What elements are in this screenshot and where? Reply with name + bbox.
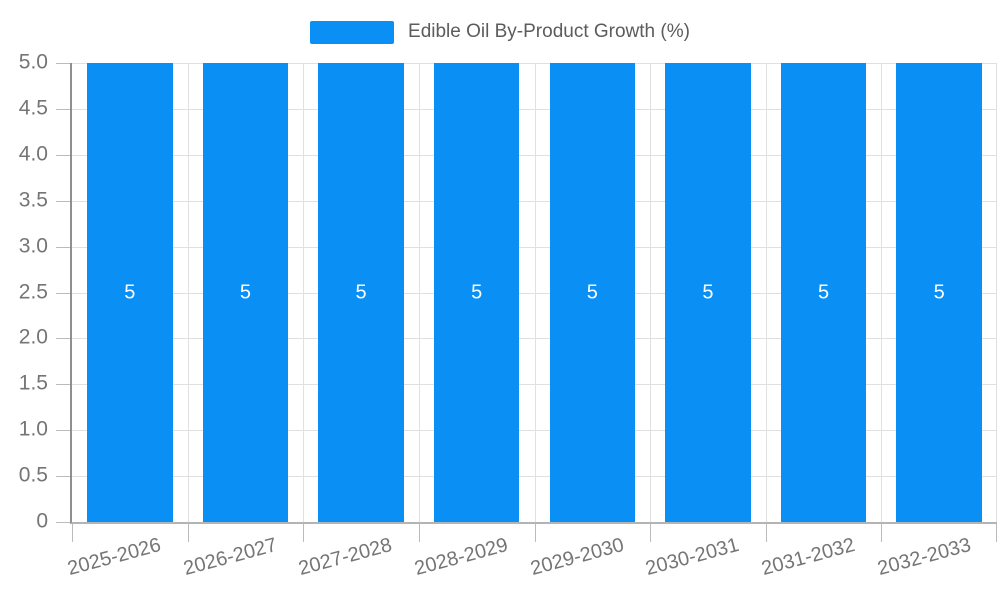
v-gridline	[534, 63, 536, 522]
y-axis-tick-label: 4.5	[18, 96, 48, 120]
x-axis-tick	[650, 524, 652, 542]
x-axis-tick-label: 2027-2028	[296, 534, 395, 581]
y-axis-tick-label: 0.5	[18, 463, 48, 487]
legend-label: Edible Oil By-Product Growth (%)	[408, 21, 690, 42]
y-axis-tick-label: 0	[36, 509, 48, 533]
y-axis-tick	[56, 108, 70, 110]
bar-value-label: 5	[702, 281, 714, 303]
bar-value-label: 5	[355, 281, 367, 303]
v-gridline	[303, 63, 305, 522]
bar: 5	[318, 63, 404, 522]
x-axis-tick	[996, 524, 997, 542]
y-axis-tick-label: 3.0	[18, 234, 48, 258]
y-axis-tick	[56, 476, 70, 478]
bar: 5	[433, 63, 520, 522]
y-axis-tick	[56, 338, 70, 340]
bar-value-label: 5	[239, 281, 251, 303]
x-axis-tick-label: 2031-2032	[759, 534, 858, 581]
bar: 5	[780, 63, 867, 522]
v-gridline	[418, 63, 420, 522]
y-axis-tick-label: 5.0	[18, 50, 48, 74]
plot-area: 5 5 5 5 5 5 5 5	[56, 63, 997, 542]
bar: 5	[87, 63, 173, 522]
y-axis-tick	[56, 522, 70, 523]
x-axis-tick	[72, 524, 73, 542]
v-gridline	[187, 63, 189, 522]
chart-legend[interactable]: Edible Oil By-Product Growth (%)	[0, 18, 1000, 46]
bar: 5	[549, 63, 636, 522]
x-axis-tick	[534, 524, 536, 542]
x-axis-tick-label: 2028-2029	[412, 534, 511, 581]
y-axis-tick	[56, 292, 70, 294]
x-axis-tick	[418, 524, 420, 542]
bar: 5	[896, 63, 982, 522]
x-axis-tick-label: 2030-2031	[643, 534, 742, 581]
y-axis-tick-label: 2.0	[18, 325, 48, 349]
y-axis-labels: 0 0.5 1.0 1.5 2.0 2.5 3.0 3.5 4.0 4.5 5.0	[0, 51, 48, 533]
y-axis-tick-label: 1.0	[18, 417, 48, 441]
x-axis-tick-label: 2026-2027	[181, 534, 280, 581]
y-axis-tick	[56, 430, 70, 432]
x-axis-tick	[187, 524, 189, 542]
bar-value-label: 5	[586, 281, 598, 303]
bar-value-label: 5	[124, 281, 136, 303]
y-axis-tick	[56, 200, 70, 202]
x-axis-tick-label: 2025-2026	[65, 534, 164, 581]
bar: 5	[202, 63, 289, 522]
v-gridline	[881, 63, 883, 522]
x-axis-labels: 2025-2026 2026-2027 2027-2028 2028-2029 2029…	[65, 524, 995, 598]
y-axis-tick	[56, 154, 70, 156]
bar-value-label: 5	[818, 281, 830, 303]
y-axis-tick	[56, 63, 70, 64]
y-axis-tick-label: 3.5	[18, 188, 48, 212]
bar: 5	[665, 63, 751, 522]
legend-swatch	[310, 20, 395, 44]
y-axis-tick	[56, 246, 70, 248]
y-axis-tick	[56, 384, 70, 386]
bar-value-label: 5	[471, 281, 483, 303]
y-axis-tick-label: 1.5	[18, 371, 48, 395]
x-axis-tick-label: 2032-2033	[874, 534, 973, 581]
x-axis-tick	[765, 524, 767, 542]
y-axis-tick-label: 2.5	[18, 280, 48, 304]
v-gridline	[650, 63, 652, 522]
y-axis-tick-label: 4.0	[18, 142, 48, 166]
x-axis-tick	[303, 524, 305, 542]
v-gridline	[765, 63, 767, 522]
v-gridline	[996, 63, 997, 522]
x-axis-tick-label: 2029-2030	[527, 534, 627, 581]
bar-value-label: 5	[933, 281, 945, 303]
x-axis-tick	[881, 524, 883, 542]
